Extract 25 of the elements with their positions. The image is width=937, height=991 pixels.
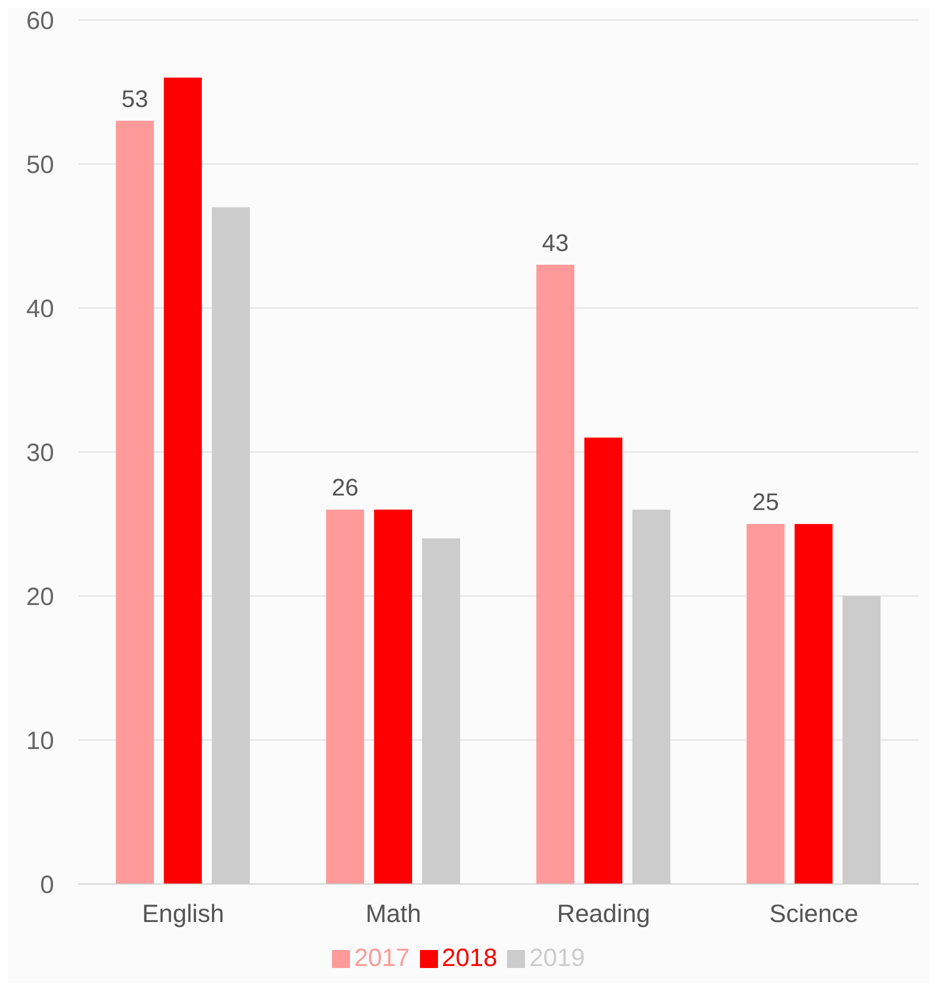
x-tick-label: Reading (557, 900, 650, 928)
y-tick-label: 40 (26, 294, 54, 323)
bar (116, 120, 154, 884)
bar (326, 510, 364, 884)
bar (794, 524, 833, 884)
x-tick-label: Science (769, 900, 858, 928)
bar (536, 264, 574, 884)
bar (746, 524, 785, 884)
y-tick-label: 10 (26, 726, 54, 755)
x-tick-label: English (142, 900, 224, 928)
data-label: 25 (752, 489, 779, 516)
data-label: 53 (121, 86, 148, 113)
bar (584, 438, 622, 884)
legend-label: 2018 (442, 944, 498, 972)
data-label: 43 (542, 230, 569, 257)
legend-label: 2017 (354, 944, 410, 972)
y-tick-label: 0 (40, 870, 54, 899)
bar (164, 78, 202, 884)
y-tick-label: 30 (26, 438, 54, 467)
y-tick-label: 50 (26, 150, 54, 179)
data-label: 26 (332, 474, 358, 502)
y-tick-label: 60 (26, 6, 54, 35)
x-tick-label: Math (366, 900, 422, 928)
y-tick-label: 20 (26, 582, 54, 611)
bar (374, 510, 412, 884)
